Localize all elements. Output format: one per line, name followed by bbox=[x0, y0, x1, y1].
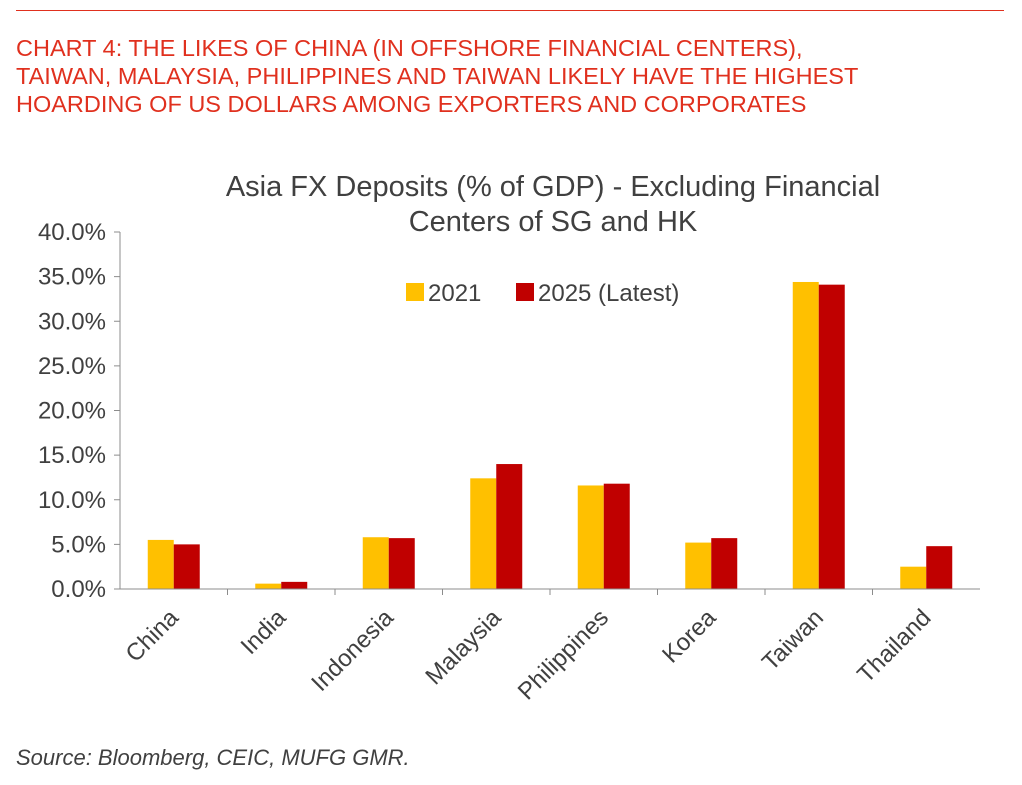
y-axis: 0.0% 5.0% 10.0% 15.0% 20.0% 25.0% 30.0% 35.0% 40… bbox=[38, 219, 121, 603]
bar-series-2 bbox=[281, 581, 308, 589]
y-tick-label: 35.0% bbox=[38, 264, 106, 291]
y-tick-label: 30.0% bbox=[38, 308, 106, 335]
source-note: Source: Bloomberg, CEIC, MUFG GMR. bbox=[16, 745, 410, 770]
legend: 2021 2025 (Latest) bbox=[406, 280, 679, 307]
bar-series-2 bbox=[711, 538, 738, 589]
y-tick-label: 10.0% bbox=[38, 487, 106, 514]
y-tick-label: 0.0% bbox=[51, 576, 106, 603]
x-category-label: Korea bbox=[657, 604, 722, 669]
x-category-label: Philippines bbox=[513, 604, 614, 705]
top-rule bbox=[16, 10, 1004, 11]
bar-series-1 bbox=[577, 485, 604, 589]
y-tick-label: 25.0% bbox=[38, 353, 106, 380]
bar-series-1 bbox=[792, 281, 819, 589]
legend-label: 2021 bbox=[428, 280, 481, 307]
headline-line-3: HOARDING OF US DOLLARS AMONG EXPORTERS A… bbox=[16, 91, 807, 117]
bar-series-2 bbox=[818, 284, 845, 589]
chart-title: Asia FX Deposits (% of GDP) - Excluding … bbox=[226, 171, 880, 238]
chart-title-line-1: Asia FX Deposits (% of GDP) - Excluding … bbox=[226, 171, 880, 203]
y-tick-label: 20.0% bbox=[38, 398, 106, 425]
bar-series-1 bbox=[685, 542, 712, 589]
bar-series-1 bbox=[470, 478, 497, 589]
x-category-label: India bbox=[236, 604, 292, 660]
bar-series-1 bbox=[147, 539, 174, 589]
bar-series-2 bbox=[603, 483, 630, 589]
y-tick-label: 5.0% bbox=[51, 531, 106, 558]
legend-swatch bbox=[406, 283, 424, 301]
bar-series-1 bbox=[362, 537, 389, 589]
bar-series-1 bbox=[255, 583, 282, 589]
bar-series-2 bbox=[388, 538, 415, 589]
chart-title-line-2: Centers of SG and HK bbox=[409, 206, 698, 238]
x-category-label: Indonesia bbox=[306, 604, 399, 697]
x-category-label: Taiwan bbox=[757, 604, 829, 676]
legend-swatch bbox=[516, 283, 534, 301]
bar-series-2 bbox=[496, 464, 523, 589]
legend-label: 2025 (Latest) bbox=[538, 280, 679, 307]
x-category-label: Malaysia bbox=[420, 604, 507, 691]
x-category-label: China bbox=[121, 604, 185, 668]
bar-series-1 bbox=[900, 566, 927, 589]
bars bbox=[147, 281, 953, 589]
headline-line-1: CHART 4: THE LIKES OF CHINA (IN OFFSHORE… bbox=[16, 35, 803, 61]
y-tick-label: 40.0% bbox=[38, 219, 106, 246]
bar-series-2 bbox=[926, 546, 953, 589]
headline-line-2: TAIWAN, MALAYSIA, PHILIPPINES AND TAIWAN… bbox=[16, 63, 859, 89]
x-category-label: Thailand bbox=[852, 604, 936, 688]
y-tick-label: 15.0% bbox=[38, 442, 106, 469]
x-axis: China India Indonesia Malaysia Philippines Ko… bbox=[120, 588, 980, 705]
bar-series-2 bbox=[173, 544, 200, 589]
chart-headline: CHART 4: THE LIKES OF CHINA (IN OFFSHORE… bbox=[16, 34, 1006, 118]
